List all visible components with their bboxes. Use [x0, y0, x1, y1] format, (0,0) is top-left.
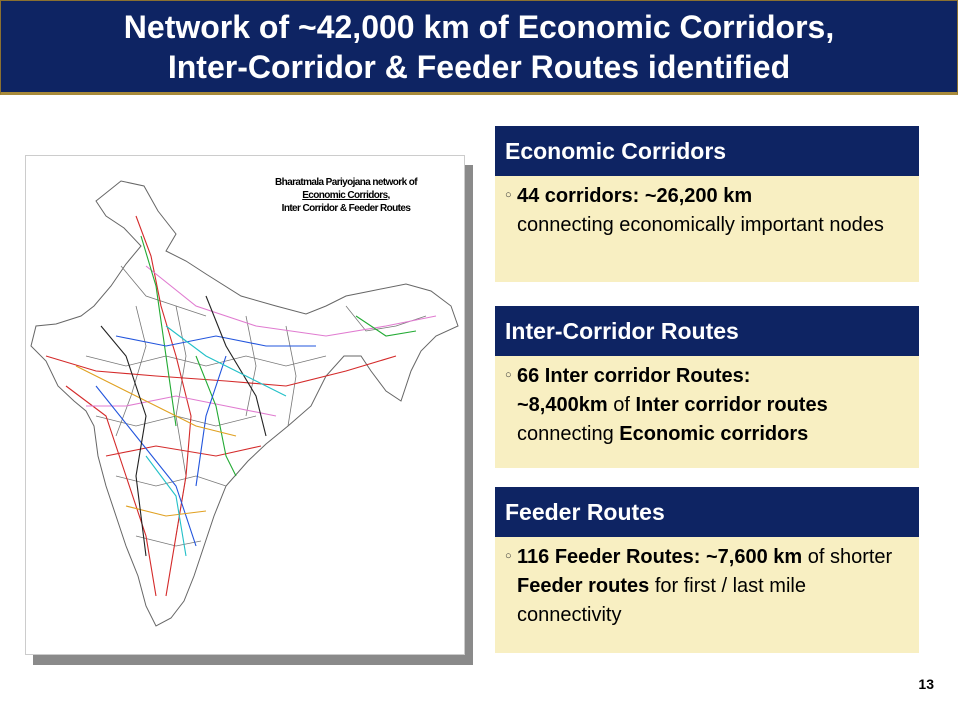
economic-corridors-count: 44 corridors: ~26,200 km: [517, 185, 753, 207]
india-outline: [30, 180, 459, 627]
slide-title-line-1: Network of ~42,000 km of Economic Corrid…: [123, 8, 835, 45]
feeder-routes-panel: Feeder Routes ○ 116 Feeder Routes: ~7,60…: [495, 487, 919, 653]
inter-corridor-body: ○ 66 Inter corridor Routes: ~8,400km of …: [495, 356, 919, 468]
map-caption-line-1: Bharatmala Pariyojana network of: [275, 177, 418, 188]
inter-corridor-of: of: [607, 394, 636, 416]
economic-corridors-text: 44 corridors: ~26,200 km connecting econ…: [517, 182, 884, 240]
feeder-routes-label: Feeder routes: [517, 575, 650, 597]
india-map-drawing: [30, 180, 459, 627]
economic-corridors-description: connecting economically important nodes: [517, 214, 884, 236]
inter-corridor-connecting: connecting: [517, 423, 620, 445]
economic-corridors-bullet-item: ○ 44 corridors: ~26,200 km connecting ec…: [505, 182, 909, 240]
feeder-routes-purpose: for first / last mile connectivity: [517, 575, 812, 626]
route-network: [45, 215, 437, 597]
inter-corridor-text: 66 Inter corridor Routes: ~8,400km of In…: [517, 362, 828, 449]
feeder-routes-heading: Feeder Routes: [495, 487, 919, 537]
inter-corridor-routes-label: Inter corridor routes: [635, 394, 828, 416]
map-caption: Bharatmala Pariyojana network of Economi…: [236, 176, 456, 215]
slide-title-line-2: Inter-Corridor & Feeder Routes identifie…: [167, 48, 791, 85]
inter-corridor-count: 66 Inter corridor Routes:: [517, 365, 751, 387]
feeder-routes-count: 116 Feeder Routes: ~7,600 km: [517, 546, 803, 568]
economic-corridors-panel: Economic Corridors ○ 44 corridors: ~26,2…: [495, 126, 919, 282]
bullet-icon: ○: [505, 189, 512, 201]
inter-corridor-bullet-item: ○ 66 Inter corridor Routes: ~8,400km of …: [505, 362, 909, 449]
map-caption-line-3: Inter Corridor & Feeder Routes: [281, 203, 411, 214]
economic-corridors-heading: Economic Corridors: [495, 126, 919, 176]
page-number: 13: [918, 676, 934, 692]
inter-corridor-heading: Inter-Corridor Routes: [495, 306, 919, 356]
feeder-routes-bullet-item: ○ 116 Feeder Routes: ~7,600 km of shorte…: [505, 543, 909, 630]
india-route-map: Bharatmala Pariyojana network of Economi…: [25, 155, 465, 655]
feeder-routes-body: ○ 116 Feeder Routes: ~7,600 km of shorte…: [495, 537, 919, 653]
feeder-routes-text: 116 Feeder Routes: ~7,600 km of shorter …: [517, 543, 909, 630]
bullet-icon: ○: [505, 550, 512, 562]
economic-corridors-body: ○ 44 corridors: ~26,200 km connecting ec…: [495, 176, 919, 282]
inter-corridor-target: Economic corridors: [619, 423, 809, 445]
feeder-routes-of-shorter: of shorter: [802, 546, 898, 568]
inter-corridor-length: ~8,400km: [517, 394, 608, 416]
map-caption-line-2: Economic Corridors,: [302, 190, 390, 201]
inter-corridor-panel: Inter-Corridor Routes ○ 66 Inter corrido…: [495, 306, 919, 468]
slide-title-bar: Network of ~42,000 km of Economic Corrid…: [0, 0, 958, 95]
bullet-icon: ○: [505, 369, 512, 381]
